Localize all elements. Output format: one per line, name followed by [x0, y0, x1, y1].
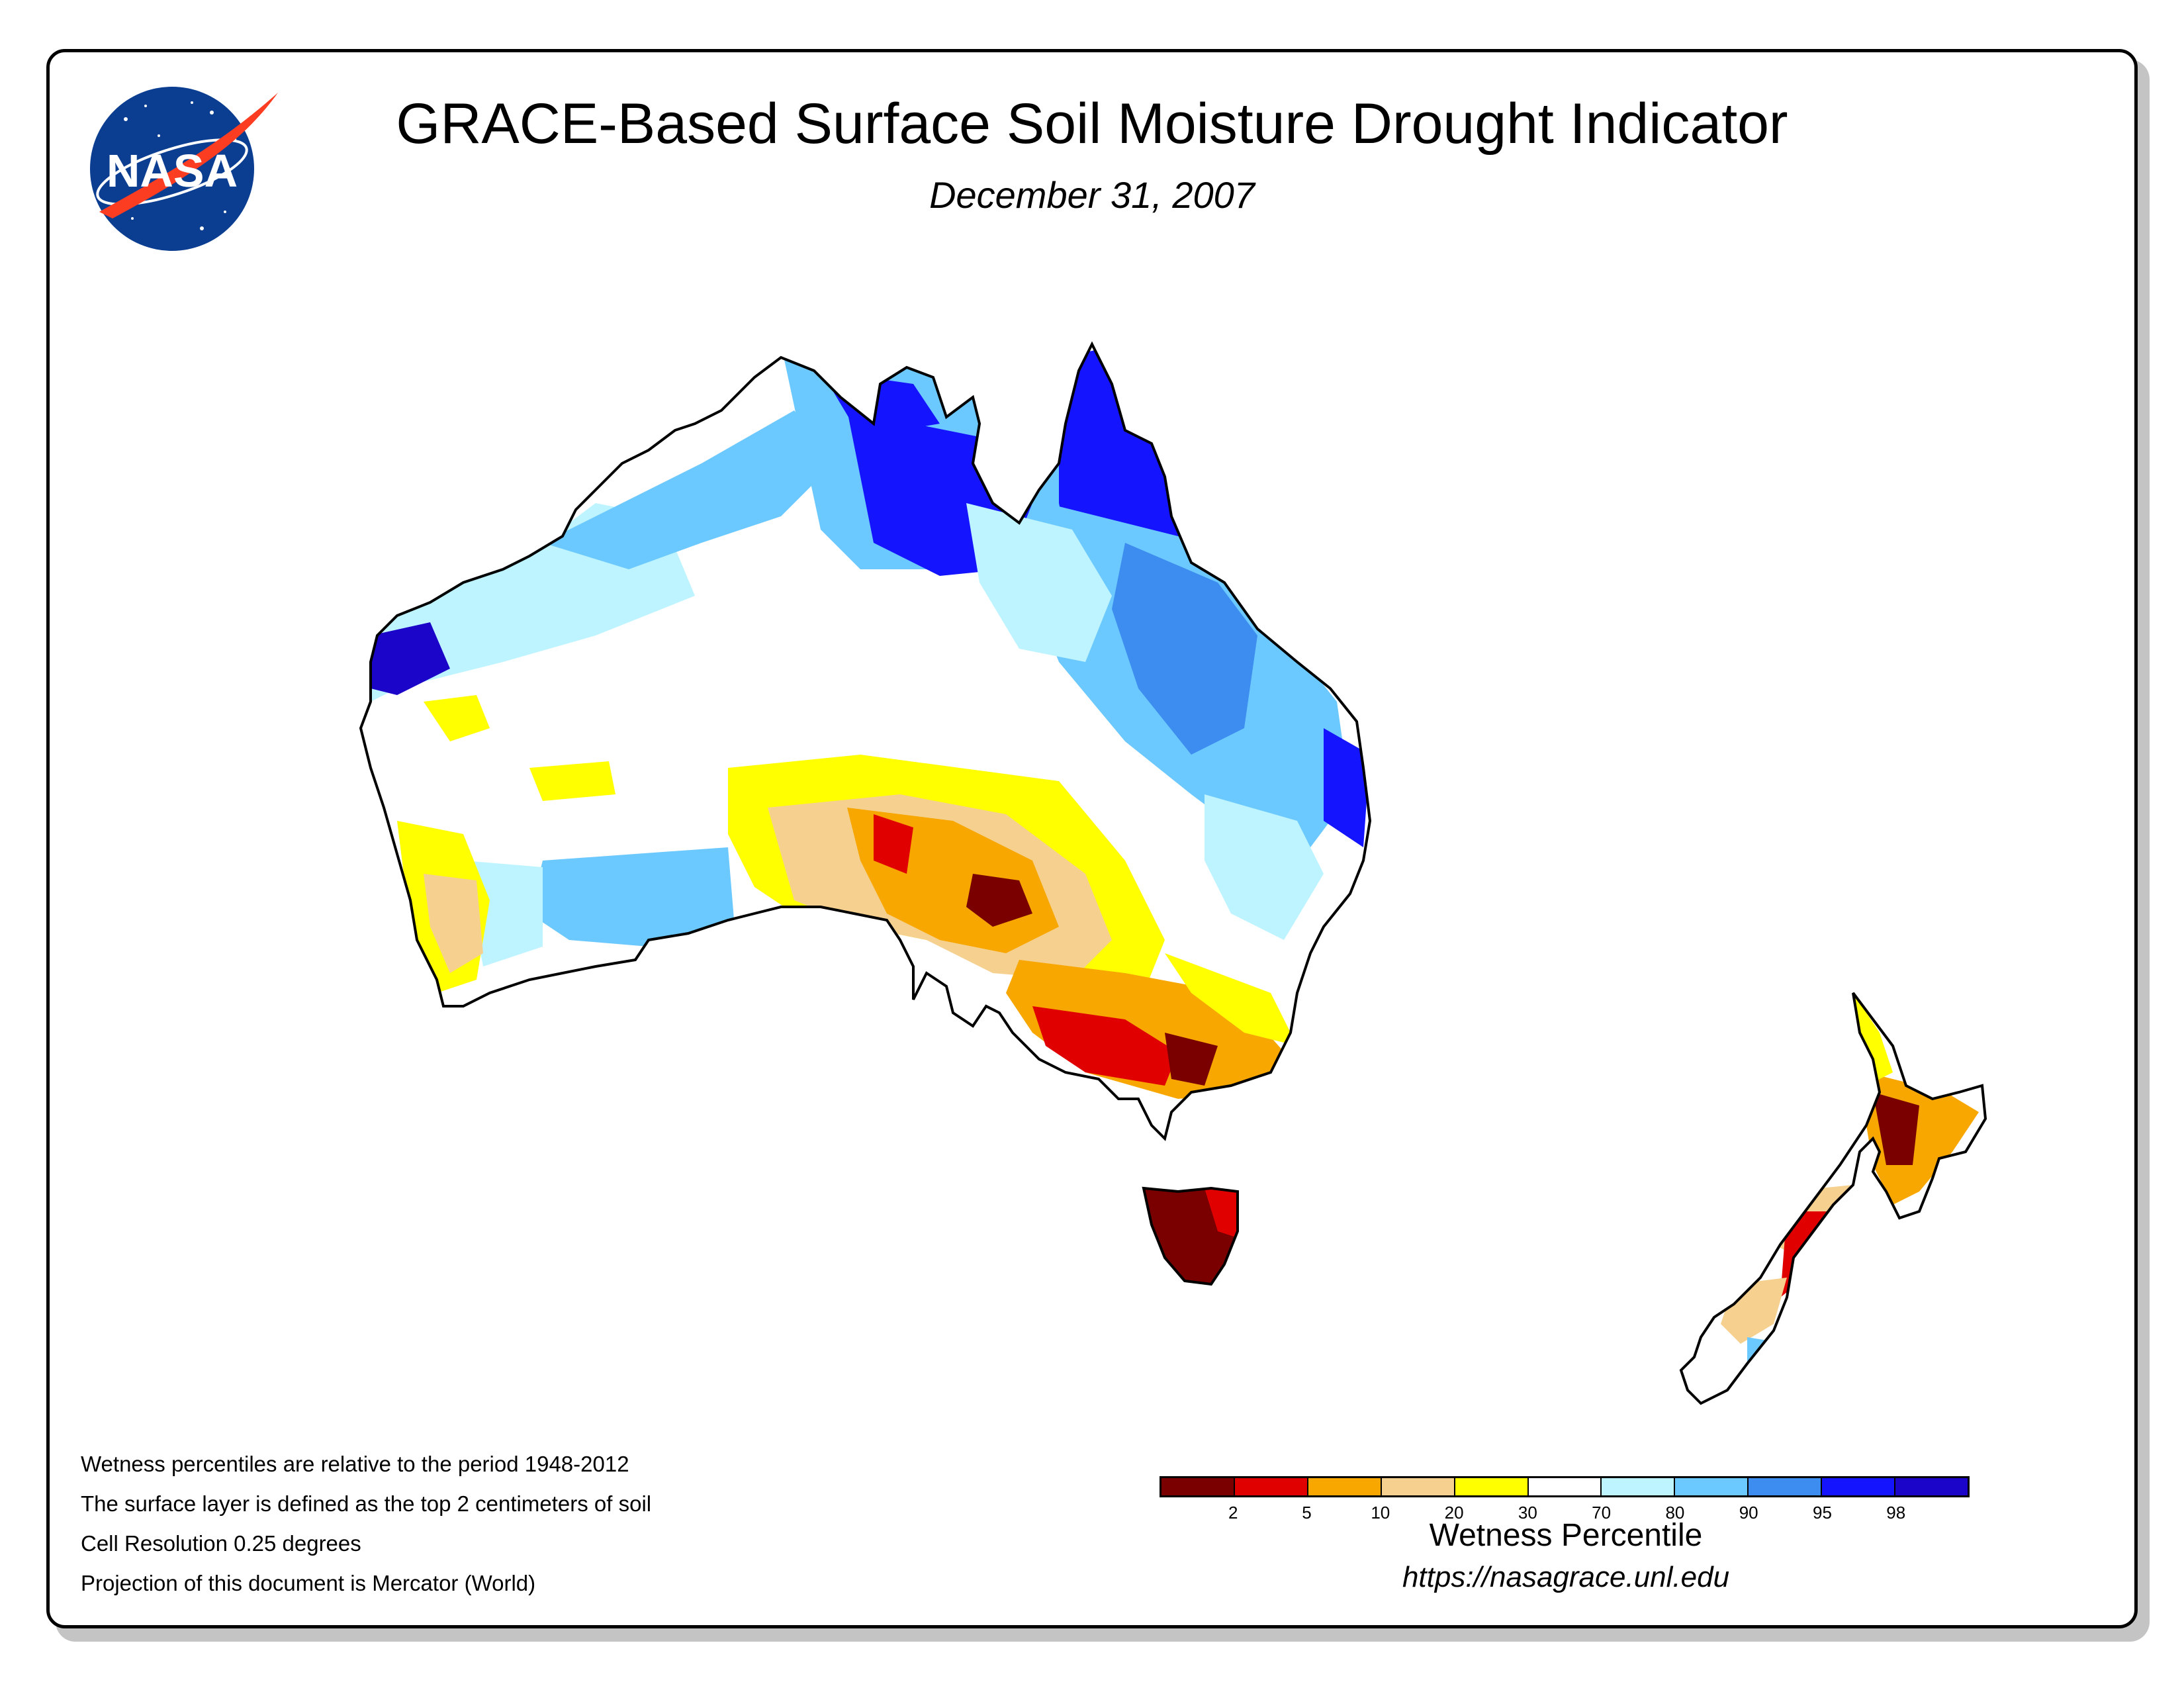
nasa-logo: NASA [90, 87, 278, 251]
legend-swatch [1528, 1478, 1602, 1495]
legend-title: Wetness Percentile [1429, 1518, 1703, 1553]
legend-swatch [1895, 1478, 1968, 1495]
legend-tick-label: 10 [1371, 1503, 1390, 1523]
legend-swatch [1822, 1478, 1896, 1495]
note-percentile-period: Wetness percentiles are relative to the … [81, 1452, 629, 1476]
legend-swatch [1455, 1478, 1529, 1495]
legend-swatch [1602, 1478, 1676, 1495]
legend-tick-label: 20 [1444, 1503, 1464, 1523]
legend-swatch [1308, 1478, 1382, 1495]
page-title: GRACE-Based Surface Soil Moisture Drough… [396, 92, 1788, 156]
legend-swatch [1749, 1478, 1823, 1495]
map-notes: Wetness percentiles are relative to the … [81, 1444, 651, 1603]
new-zealand-region [1681, 993, 1985, 1403]
legend-tick-label: 90 [1739, 1503, 1758, 1523]
source-url: https://nasagrace.unl.edu [1402, 1561, 1730, 1593]
legend-swatch [1161, 1478, 1235, 1495]
legend-tick-label: 5 [1302, 1503, 1312, 1523]
legend-tick-label: 2 [1228, 1503, 1238, 1523]
legend-color-bar [1160, 1476, 1970, 1497]
note-cell-resolution: Cell Resolution 0.25 degrees [81, 1531, 361, 1556]
nasa-logo-text: NASA [107, 145, 238, 197]
legend-tick-label: 70 [1592, 1503, 1612, 1523]
australia-region [361, 344, 1370, 1125]
legend-tick-label: 80 [1665, 1503, 1685, 1523]
note-projection: Projection of this document is Mercator … [81, 1571, 536, 1595]
legend-swatch [1675, 1478, 1749, 1495]
legend-tick-label: 95 [1812, 1503, 1832, 1523]
map-date: December 31, 2007 [929, 174, 1255, 216]
note-surface-layer: The surface layer is defined as the top … [81, 1491, 652, 1516]
legend-tick-label: 30 [1518, 1503, 1537, 1523]
legend-tick-label: 98 [1886, 1503, 1906, 1523]
legend-swatch [1234, 1478, 1308, 1495]
legend-swatch [1381, 1478, 1455, 1495]
